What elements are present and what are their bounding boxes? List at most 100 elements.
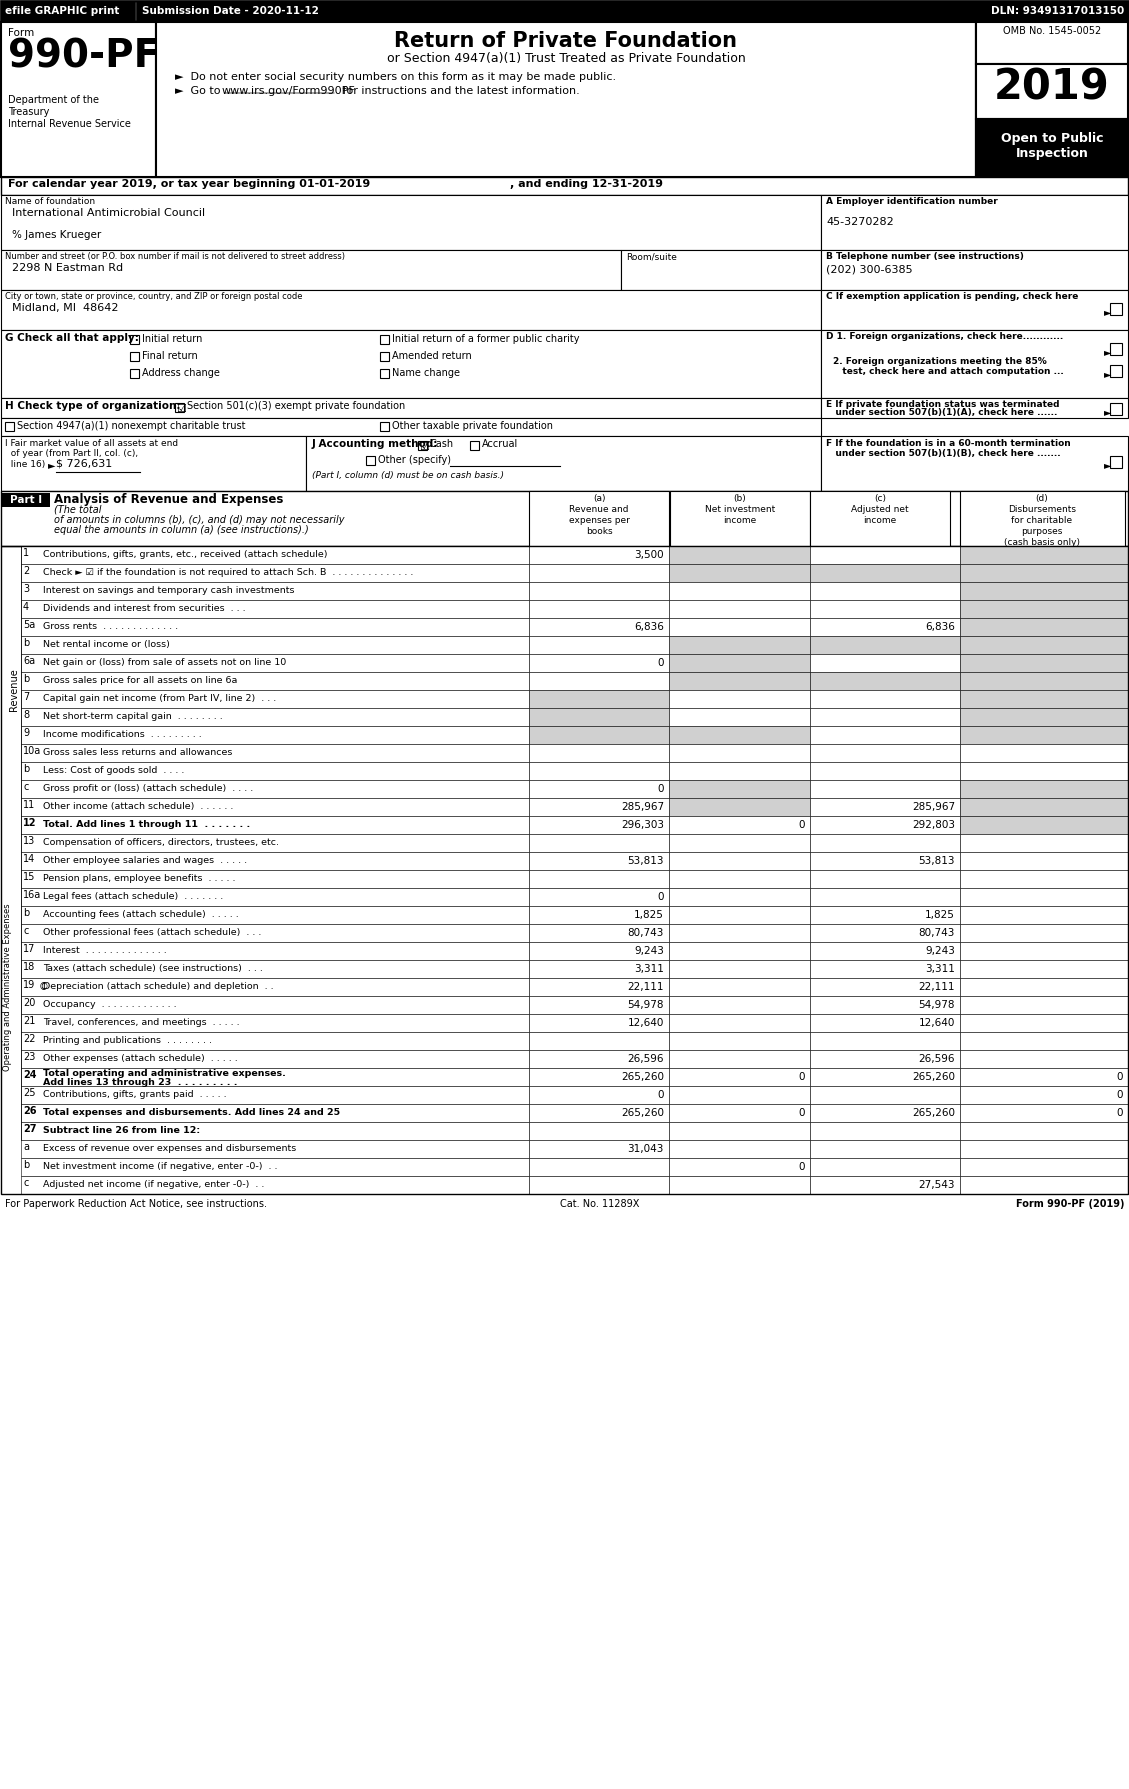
Bar [669,943,809,961]
Text: Name of foundation: Name of foundation [5,197,95,206]
Text: 54,978: 54,978 [628,1000,664,1011]
Bar [21,708,530,726]
Bar [809,637,960,655]
Bar [809,673,960,691]
Text: 0: 0 [657,784,664,794]
Bar [669,546,809,564]
Bar [960,744,1128,762]
Text: b: b [23,1159,29,1170]
Text: Capital gain net income (from Part IV, line 2)  . . .: Capital gain net income (from Part IV, l… [43,694,277,703]
Bar [1,397,821,419]
Bar [960,1086,1128,1104]
Text: Operating and Administrative Expenses: Operating and Administrative Expenses [3,903,12,1072]
Text: 6,836: 6,836 [634,623,664,632]
Text: 12,640: 12,640 [919,1018,955,1029]
Text: 0: 0 [657,658,664,667]
Bar [530,1122,669,1140]
Bar [960,564,1128,581]
Text: 20: 20 [23,998,35,1007]
Text: 21: 21 [23,1016,35,1027]
Bar [669,581,809,599]
Text: 45-3270282: 45-3270282 [826,216,894,227]
Bar [809,996,960,1014]
Text: International Antimicrobial Council: International Antimicrobial Council [12,208,205,218]
Bar [1110,365,1122,377]
Bar [960,798,1128,816]
Bar [975,21,1128,64]
Bar [809,490,949,546]
Bar [821,290,1128,329]
Text: 17: 17 [23,945,35,954]
Bar [530,1157,669,1175]
Text: 3,311: 3,311 [634,964,664,973]
Text: Initial return: Initial return [142,335,202,343]
Text: 31,043: 31,043 [628,1143,664,1154]
Text: ►: ► [1104,460,1111,471]
Bar [809,1140,960,1157]
Bar [1110,302,1122,315]
Text: Initial return of a former public charity: Initial return of a former public charit… [392,335,579,343]
Bar [960,834,1128,852]
Bar [669,490,809,546]
Bar [530,490,669,546]
Bar [960,1032,1128,1050]
Text: Adjusted net: Adjusted net [851,504,909,513]
Text: Address change: Address change [142,369,220,377]
Text: b: b [23,764,29,775]
Text: Submission Date - 2020-11-12: Submission Date - 2020-11-12 [142,5,318,16]
Text: 2298 N Eastman Rd: 2298 N Eastman Rd [12,263,123,274]
Bar [669,1122,809,1140]
Text: C If exemption application is pending, check here: C If exemption application is pending, c… [826,292,1078,301]
Bar [21,852,530,869]
Text: Depreciation (attach schedule) and depletion  . .: Depreciation (attach schedule) and deple… [43,982,273,991]
Text: 7: 7 [23,692,29,701]
Bar [809,1014,960,1032]
Text: Compensation of officers, directors, trustees, etc.: Compensation of officers, directors, tru… [43,837,279,846]
Text: 54,978: 54,978 [919,1000,955,1011]
Bar [380,352,390,361]
Bar [1110,343,1122,354]
Bar [530,726,669,744]
Text: ►: ► [1104,408,1111,417]
Text: Printing and publications  . . . . . . . .: Printing and publications . . . . . . . … [43,1036,212,1045]
Bar [669,617,809,637]
Bar [530,869,669,887]
Text: Amended return: Amended return [392,351,472,361]
Text: test, check here and attach computation ...: test, check here and attach computation … [833,367,1064,376]
Bar [21,599,530,617]
Bar [530,1104,669,1122]
Bar [21,1175,530,1193]
Text: (b): (b) [734,494,746,503]
Bar [530,780,669,798]
Text: 265,260: 265,260 [912,1072,955,1082]
Text: Section 501(c)(3) exempt private foundation: Section 501(c)(3) exempt private foundat… [187,401,405,411]
Text: Other income (attach schedule)  . . . . . .: Other income (attach schedule) . . . . .… [43,801,234,810]
Text: 53,813: 53,813 [628,855,664,866]
Text: B Telephone number (see instructions): B Telephone number (see instructions) [826,252,1024,261]
Bar [21,996,530,1014]
Text: ►: ► [49,460,55,471]
Bar [960,691,1128,708]
Bar [669,798,809,816]
Bar [960,1122,1128,1140]
Bar [530,637,669,655]
Bar [809,1050,960,1068]
Bar [530,581,669,599]
Text: 285,967: 285,967 [912,801,955,812]
Bar [960,816,1128,834]
Text: DLN: 93491317013150: DLN: 93491317013150 [991,5,1124,16]
Bar [669,762,809,780]
Text: Net gain or (loss) from sale of assets not on line 10: Net gain or (loss) from sale of assets n… [43,658,287,667]
Bar [960,852,1128,869]
Bar [21,1032,530,1050]
Bar [809,708,960,726]
Text: 6,836: 6,836 [925,623,955,632]
Text: Form 990-PF (2019): Form 990-PF (2019) [1015,1199,1124,1209]
Text: 23: 23 [23,1052,35,1063]
Bar [530,905,669,923]
Bar [621,250,821,290]
Bar [530,655,669,673]
Bar [960,599,1128,617]
Bar [380,369,390,377]
Bar [669,1068,809,1086]
